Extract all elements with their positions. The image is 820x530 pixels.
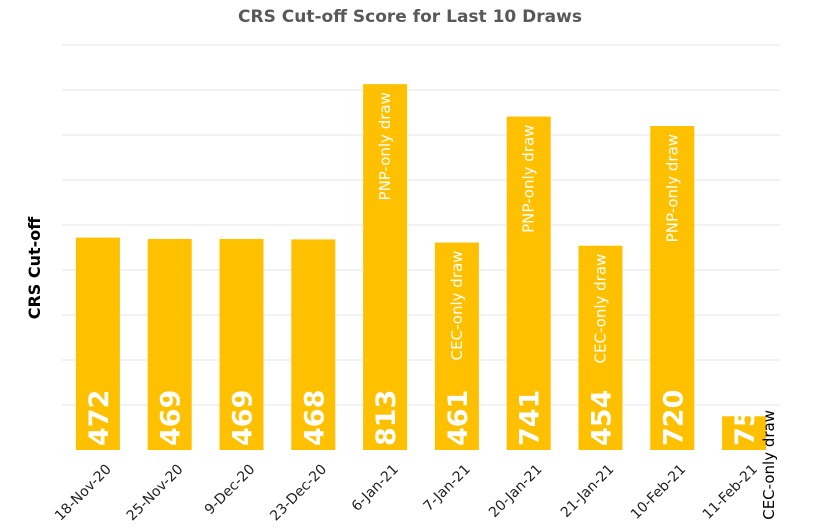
- x-tick-label: 7-Jan-21: [421, 462, 474, 515]
- x-tick-label: 6-Jan-21: [349, 462, 402, 515]
- bar-annotations: PNP-only draw CEC-only draw PNP-only draw C…: [376, 92, 778, 520]
- value-label: 720: [658, 390, 689, 446]
- bar-annotation: CEC-only draw: [592, 254, 610, 364]
- value-label: 75: [730, 408, 761, 446]
- value-label: 468: [299, 390, 330, 446]
- value-label: 454: [587, 390, 618, 446]
- x-tick-label: 9-Dec-20: [202, 462, 259, 519]
- bar-annotation: CEC-only draw: [448, 251, 466, 361]
- x-tick-label: 23-Dec-20: [267, 462, 330, 525]
- value-label: 741: [515, 390, 546, 446]
- bar-annotation: PNP-only draw: [663, 134, 681, 242]
- bar-annotation: CEC-only draw: [760, 410, 778, 520]
- bar: [219, 238, 264, 450]
- bar-annotation: PNP-only draw: [376, 92, 394, 200]
- bar: [578, 245, 623, 450]
- bar: [650, 126, 695, 450]
- value-label: 813: [371, 390, 402, 446]
- bar: [434, 242, 479, 450]
- bars: [75, 84, 767, 451]
- bar: [363, 84, 408, 451]
- bar-annotation: PNP-only draw: [520, 125, 538, 233]
- value-label: 469: [228, 390, 259, 446]
- x-tick-labels: 18-Nov-20 25-Nov-20 9-Dec-20 23-Dec-20 6-Jan…: [52, 462, 761, 525]
- x-tick-label: 21-Jan-21: [558, 462, 617, 521]
- value-label: 461: [443, 390, 474, 446]
- x-tick-label: 18-Nov-20: [52, 462, 115, 525]
- bar: [506, 116, 551, 451]
- value-label: 472: [84, 390, 115, 446]
- value-label: 469: [156, 390, 187, 446]
- bar: [147, 238, 192, 450]
- chart-title: CRS Cut-off Score for Last 10 Draws: [238, 7, 582, 27]
- y-axis-label: CRS Cut-off: [25, 216, 44, 320]
- x-tick-label: 20-Jan-21: [486, 462, 545, 521]
- value-labels: 472 469 469 468 813 461 741 454 720 75: [84, 390, 761, 446]
- bar: [722, 416, 767, 450]
- x-tick-label: 25-Nov-20: [124, 462, 187, 525]
- bar: [291, 239, 336, 450]
- x-tick-label: 10-Feb-21: [628, 462, 689, 523]
- x-tick-label: 11-Feb-21: [700, 462, 761, 523]
- bar: [75, 237, 120, 450]
